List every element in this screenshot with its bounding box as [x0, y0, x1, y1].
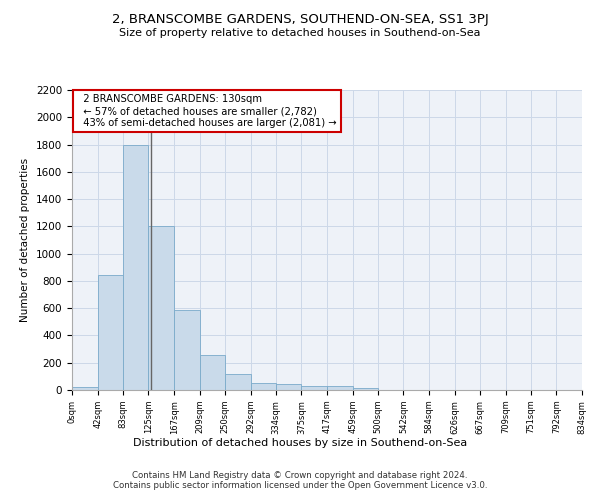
Bar [200, 354, 225, 390]
Bar [174, 310, 200, 390]
Bar [72, 386, 98, 390]
Bar [98, 276, 123, 390]
Text: Contains HM Land Registry data © Crown copyright and database right 2024.: Contains HM Land Registry data © Crown c… [132, 472, 468, 480]
Bar [225, 374, 251, 390]
Text: Size of property relative to detached houses in Southend-on-Sea: Size of property relative to detached ho… [119, 28, 481, 38]
Bar [353, 388, 378, 390]
Y-axis label: Number of detached properties: Number of detached properties [20, 158, 31, 322]
Text: 2 BRANSCOMBE GARDENS: 130sqm
  ← 57% of detached houses are smaller (2,782)
  43: 2 BRANSCOMBE GARDENS: 130sqm ← 57% of de… [77, 94, 337, 128]
Text: Distribution of detached houses by size in Southend-on-Sea: Distribution of detached houses by size … [133, 438, 467, 448]
Bar [148, 226, 174, 390]
Bar [251, 383, 276, 390]
Bar [327, 386, 353, 390]
Bar [276, 384, 301, 390]
Text: 2, BRANSCOMBE GARDENS, SOUTHEND-ON-SEA, SS1 3PJ: 2, BRANSCOMBE GARDENS, SOUTHEND-ON-SEA, … [112, 12, 488, 26]
Bar [123, 144, 148, 390]
Text: Contains public sector information licensed under the Open Government Licence v3: Contains public sector information licen… [113, 482, 487, 490]
Bar [301, 386, 327, 390]
